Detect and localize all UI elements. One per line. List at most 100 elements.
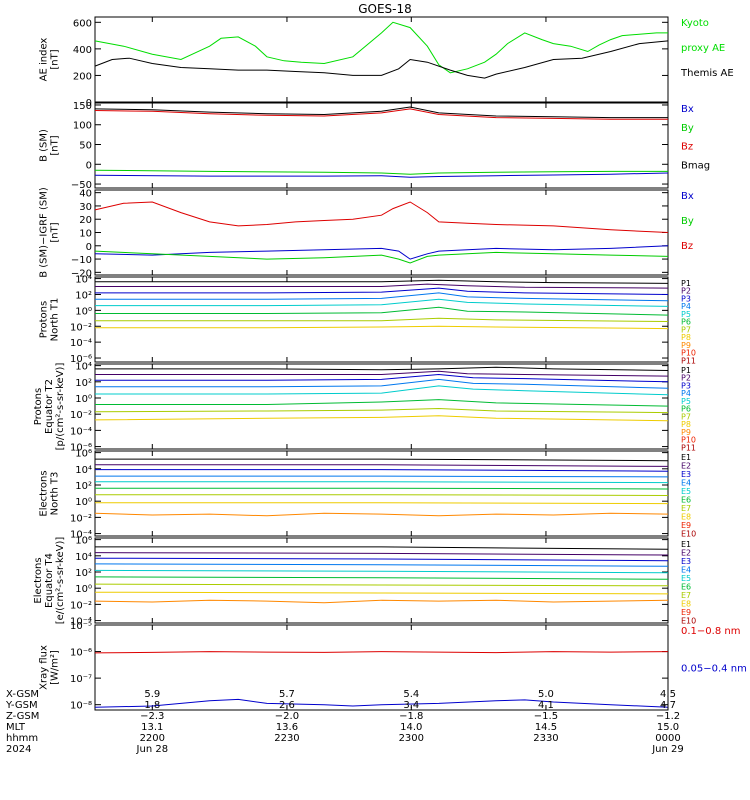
series-bz bbox=[94, 201, 669, 233]
legend-label: P1 bbox=[681, 279, 691, 288]
series-p5 bbox=[95, 298, 669, 307]
legend-label: E5 bbox=[681, 487, 691, 496]
y-axis-label: [e/(cm²-s-sr-keV)] bbox=[55, 537, 66, 625]
series-p7 bbox=[94, 407, 669, 414]
legend-label: P11 bbox=[681, 443, 696, 452]
ephemeris-value: 4.1 bbox=[538, 700, 554, 711]
ephemeris-value: Jun 28 bbox=[136, 744, 169, 755]
legend-label: E3 bbox=[681, 557, 691, 566]
ephemeris-label: Z-GSM bbox=[6, 711, 39, 722]
y-tick-label: 10⁻⁷ bbox=[70, 674, 92, 685]
legend-label: P10 bbox=[681, 436, 696, 445]
series-0-1-0-8-nm bbox=[94, 651, 669, 654]
legend-label: E5 bbox=[681, 574, 691, 583]
series-by bbox=[94, 169, 668, 175]
y-axis-label: Protons bbox=[39, 301, 50, 338]
ephemeris-value: 4.5 bbox=[660, 689, 676, 700]
ephemeris-label: MLT bbox=[6, 722, 26, 733]
series-e1 bbox=[95, 458, 669, 462]
ephemeris-value: 1.8 bbox=[144, 700, 160, 711]
legend-label: Bmag bbox=[681, 160, 710, 171]
legend-label: E1 bbox=[681, 453, 691, 462]
ephemeris-label: X-GSM bbox=[6, 689, 39, 700]
y-axis-label: AE index bbox=[39, 38, 50, 82]
ephemeris-value: 14.0 bbox=[400, 722, 422, 733]
y-tick-label: 10² bbox=[75, 481, 92, 492]
series-e5 bbox=[94, 569, 669, 574]
ephemeris-table: X-GSM 5.9 5.7 5.4 5.0 4.5 Y-GSM 1.8 2.6 3.4 4.1 4.7… bbox=[5, 689, 684, 755]
y-tick-label: 10⁻⁸ bbox=[70, 701, 92, 712]
legend-label: P5 bbox=[681, 397, 691, 406]
series-p8 bbox=[95, 325, 669, 330]
ephemeris-value: Jun 29 bbox=[651, 744, 684, 755]
y-tick-label: 10⁴ bbox=[75, 465, 92, 476]
y-tick-label: 0 bbox=[86, 242, 92, 253]
y-tick-label: 150 bbox=[73, 101, 92, 112]
panel-frame bbox=[94, 102, 669, 189]
y-tick-label: 10² bbox=[75, 568, 92, 579]
legend-label: Bx bbox=[681, 191, 694, 202]
series-kyoto-proxy-ae bbox=[94, 21, 668, 74]
ephemeris-value: 3.4 bbox=[403, 700, 419, 711]
series-e9 bbox=[94, 599, 669, 604]
series-p8 bbox=[94, 415, 669, 422]
series-e6 bbox=[94, 576, 669, 580]
y-tick-label: 10⁻⁶ bbox=[70, 443, 92, 454]
series-p3 bbox=[95, 373, 669, 383]
y-axis-label: Protons bbox=[33, 388, 44, 425]
panel-pe: 10⁴ 10² 10⁰ 10⁻² 10⁻⁴ 10⁻⁶ Protons Equator T2 [p… bbox=[33, 362, 696, 454]
y-tick-label: 10⁴ bbox=[75, 362, 92, 373]
panel-pn: 10⁴ 10² 10⁰ 10⁻² 10⁻⁴ 10⁻⁶ Protons North T1 P1P2… bbox=[39, 275, 697, 366]
ephemeris-value: 2200 bbox=[140, 733, 165, 744]
y-tick-label: 40 bbox=[79, 189, 92, 200]
series-e7 bbox=[94, 583, 669, 587]
y-tick-label: 10⁴ bbox=[75, 552, 92, 563]
series-p4 bbox=[95, 292, 669, 302]
legend-label: By bbox=[681, 123, 694, 134]
y-tick-label: 10² bbox=[75, 378, 92, 389]
chart-title: GOES-18 bbox=[358, 2, 412, 16]
y-tick-label: 0 bbox=[86, 98, 92, 109]
legend-label: E7 bbox=[681, 504, 691, 513]
y-tick-label: 10⁻⁵ bbox=[70, 621, 92, 632]
series-p2 bbox=[95, 283, 669, 289]
y-axis-label: North T3 bbox=[50, 472, 61, 516]
series-e9 bbox=[94, 512, 669, 517]
legend-label: E6 bbox=[681, 583, 691, 592]
series-by bbox=[94, 250, 669, 264]
y-axis-label: [nT] bbox=[50, 49, 61, 69]
series-e4 bbox=[94, 563, 669, 567]
legend-label: P8 bbox=[681, 333, 691, 342]
y-tick-label: 10⁻² bbox=[70, 513, 92, 524]
legend-label: P9 bbox=[681, 341, 691, 350]
legend-label: E4 bbox=[681, 479, 691, 488]
y-tick-label: 400 bbox=[73, 45, 92, 56]
y-axis-label: Electrons bbox=[39, 470, 50, 516]
y-tick-label: 10 bbox=[79, 229, 92, 240]
series-bz bbox=[94, 108, 668, 120]
y-tick-label: 10⁰ bbox=[75, 306, 92, 317]
legend-label: P11 bbox=[681, 356, 696, 365]
legend-label: E8 bbox=[681, 600, 691, 609]
legend-label: By bbox=[681, 216, 694, 227]
panel-frame bbox=[94, 363, 669, 450]
ephemeris-value: −1.8 bbox=[399, 711, 423, 722]
series-p6 bbox=[95, 399, 669, 407]
legend-label: P5 bbox=[681, 310, 691, 319]
y-axis-label: [nT] bbox=[50, 222, 61, 242]
series-e2 bbox=[95, 464, 669, 467]
legend-label: P4 bbox=[681, 389, 691, 398]
legend-label: P2 bbox=[681, 287, 691, 296]
legend-label: P6 bbox=[681, 405, 691, 414]
legend-label: Bz bbox=[681, 142, 693, 153]
legend-label: E10 bbox=[681, 617, 696, 626]
ephemeris-value: 4.7 bbox=[660, 700, 676, 711]
legend-label: P6 bbox=[681, 318, 691, 327]
ephemeris-value: 13.6 bbox=[276, 722, 298, 733]
y-tick-label: 30 bbox=[79, 202, 92, 213]
y-axis-label: Equator T2 bbox=[44, 379, 55, 434]
legend-label: proxy AE bbox=[681, 43, 725, 54]
series-p3 bbox=[95, 287, 669, 295]
y-tick-label: 10⁻² bbox=[70, 410, 92, 421]
